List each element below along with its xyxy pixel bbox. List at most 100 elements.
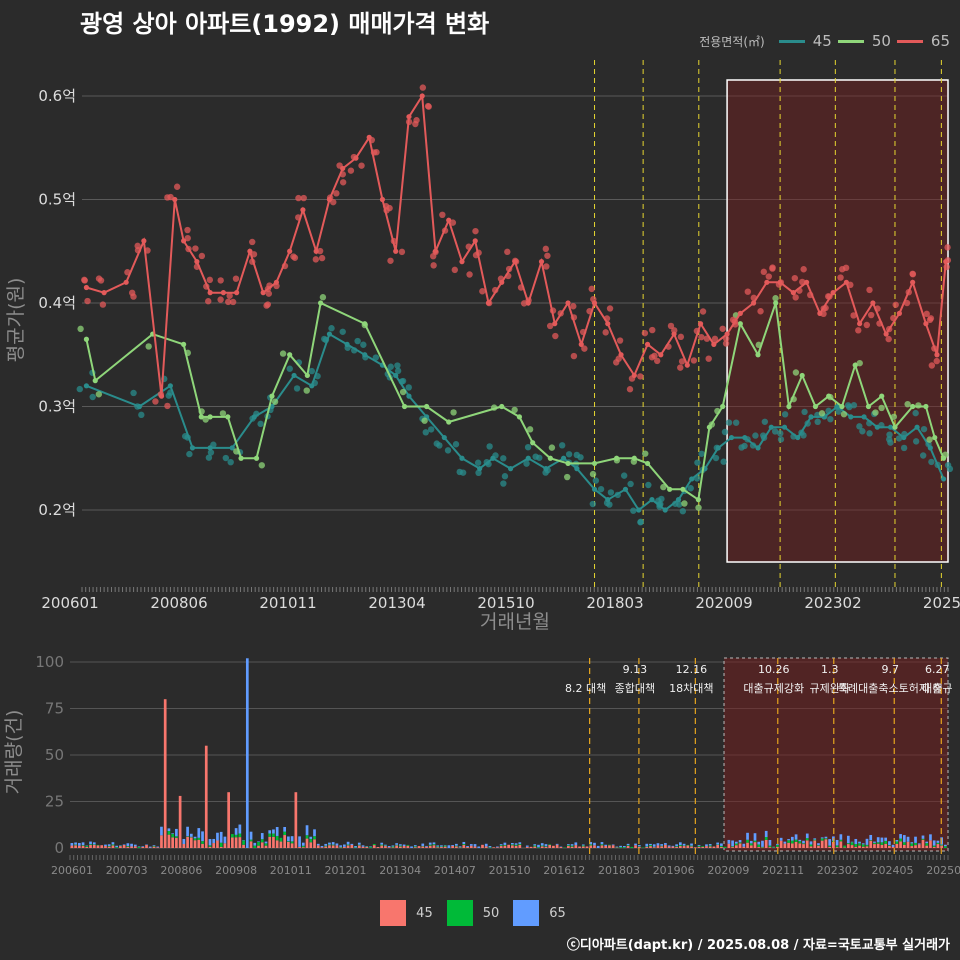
bar-45 [817,845,820,848]
data-point-45 [721,428,729,436]
line-point-65 [220,290,226,296]
bar-50 [850,842,854,846]
bar-65 [316,843,320,846]
bar-45 [193,840,197,848]
bar-50 [873,842,876,845]
bar-65 [391,845,395,847]
bar-50 [372,843,376,846]
line-point-45 [362,352,368,358]
bar-45 [294,792,298,848]
bar-50 [305,835,309,839]
bar-45 [466,846,469,848]
data-point-65 [398,248,406,256]
line-point-65 [313,248,319,254]
line-point-65 [326,196,333,203]
bar-65 [171,833,175,834]
bar-65 [611,844,615,846]
bar-45 [343,846,346,848]
bar-65 [764,830,768,838]
bar-45 [656,845,660,848]
data-point-45 [859,428,866,435]
line-point-65 [737,310,743,316]
bar-65 [384,844,387,846]
line-point-65 [724,331,730,337]
bar-45 [275,840,279,848]
data-point-65 [99,301,107,308]
line-point-65 [419,93,425,99]
data-point-45 [777,436,785,443]
bar-45 [496,847,499,848]
bar-50 [622,847,626,848]
x-tick-label-5: 201803 [586,594,643,612]
bar-50 [869,840,873,841]
bar-50 [854,843,858,847]
data-point-65 [128,289,136,297]
bar-65 [839,834,843,840]
bar-65 [488,846,492,848]
bar-65 [805,833,809,839]
data-point-65 [387,257,394,264]
data-point-45 [725,419,733,426]
bar-65 [533,844,537,846]
line-point-65 [393,248,399,254]
bar-65 [891,844,895,848]
bar-65 [944,844,947,847]
data-point-65 [850,312,857,319]
line-point-50 [932,434,938,441]
data-point-65 [909,270,916,277]
line-point-50 [269,393,275,399]
bar-65 [540,843,544,846]
bar-65 [570,844,574,846]
bar-45 [257,845,260,848]
bar-50 [96,844,100,846]
bar-65 [858,841,861,844]
data-point-65 [699,308,707,315]
bar-65 [189,833,193,837]
line-point-45 [715,445,721,451]
data-point-65 [217,296,224,303]
bar-45 [895,843,899,848]
data-point-65 [451,266,459,274]
data-point-65 [229,298,237,306]
bar-50 [944,846,947,848]
bar-65 [899,834,902,839]
line-point-50 [737,321,743,327]
bar-50 [790,840,794,844]
bar-45 [260,842,264,848]
data-point-65 [295,194,302,202]
data-point-65 [892,301,899,308]
bar-65 [716,842,720,845]
bar-50 [313,836,316,840]
bar-45 [574,845,578,848]
bar-45 [186,836,189,848]
data-point-65 [839,266,846,273]
bar-65 [652,844,656,847]
bar-45 [581,846,585,848]
bar-45 [701,846,705,848]
bar-65 [604,844,608,846]
data-point-45 [452,441,460,448]
bar-45 [361,846,365,848]
line-point-45 [543,466,549,472]
bar-65 [776,843,779,845]
data-point-65 [606,305,614,312]
bar-45 [313,839,316,848]
bar-50 [275,835,279,841]
bar-45 [331,845,335,848]
data-point-45 [500,455,507,462]
line-point-45 [441,434,447,441]
bar-50 [686,844,690,846]
data-point-50 [772,295,779,302]
line-point-65 [300,207,306,213]
line-point-65 [644,341,651,347]
bar-45 [455,846,458,848]
bar-45 [608,845,611,848]
legend-label-50: 50 [871,32,891,50]
data-point-45 [732,419,740,426]
bar-50 [533,845,537,847]
bar-65 [219,831,223,843]
bar-45 [902,844,906,848]
legend-item-45: 45 [778,32,832,50]
data-point-65 [677,364,684,371]
bar-65 [902,835,906,843]
